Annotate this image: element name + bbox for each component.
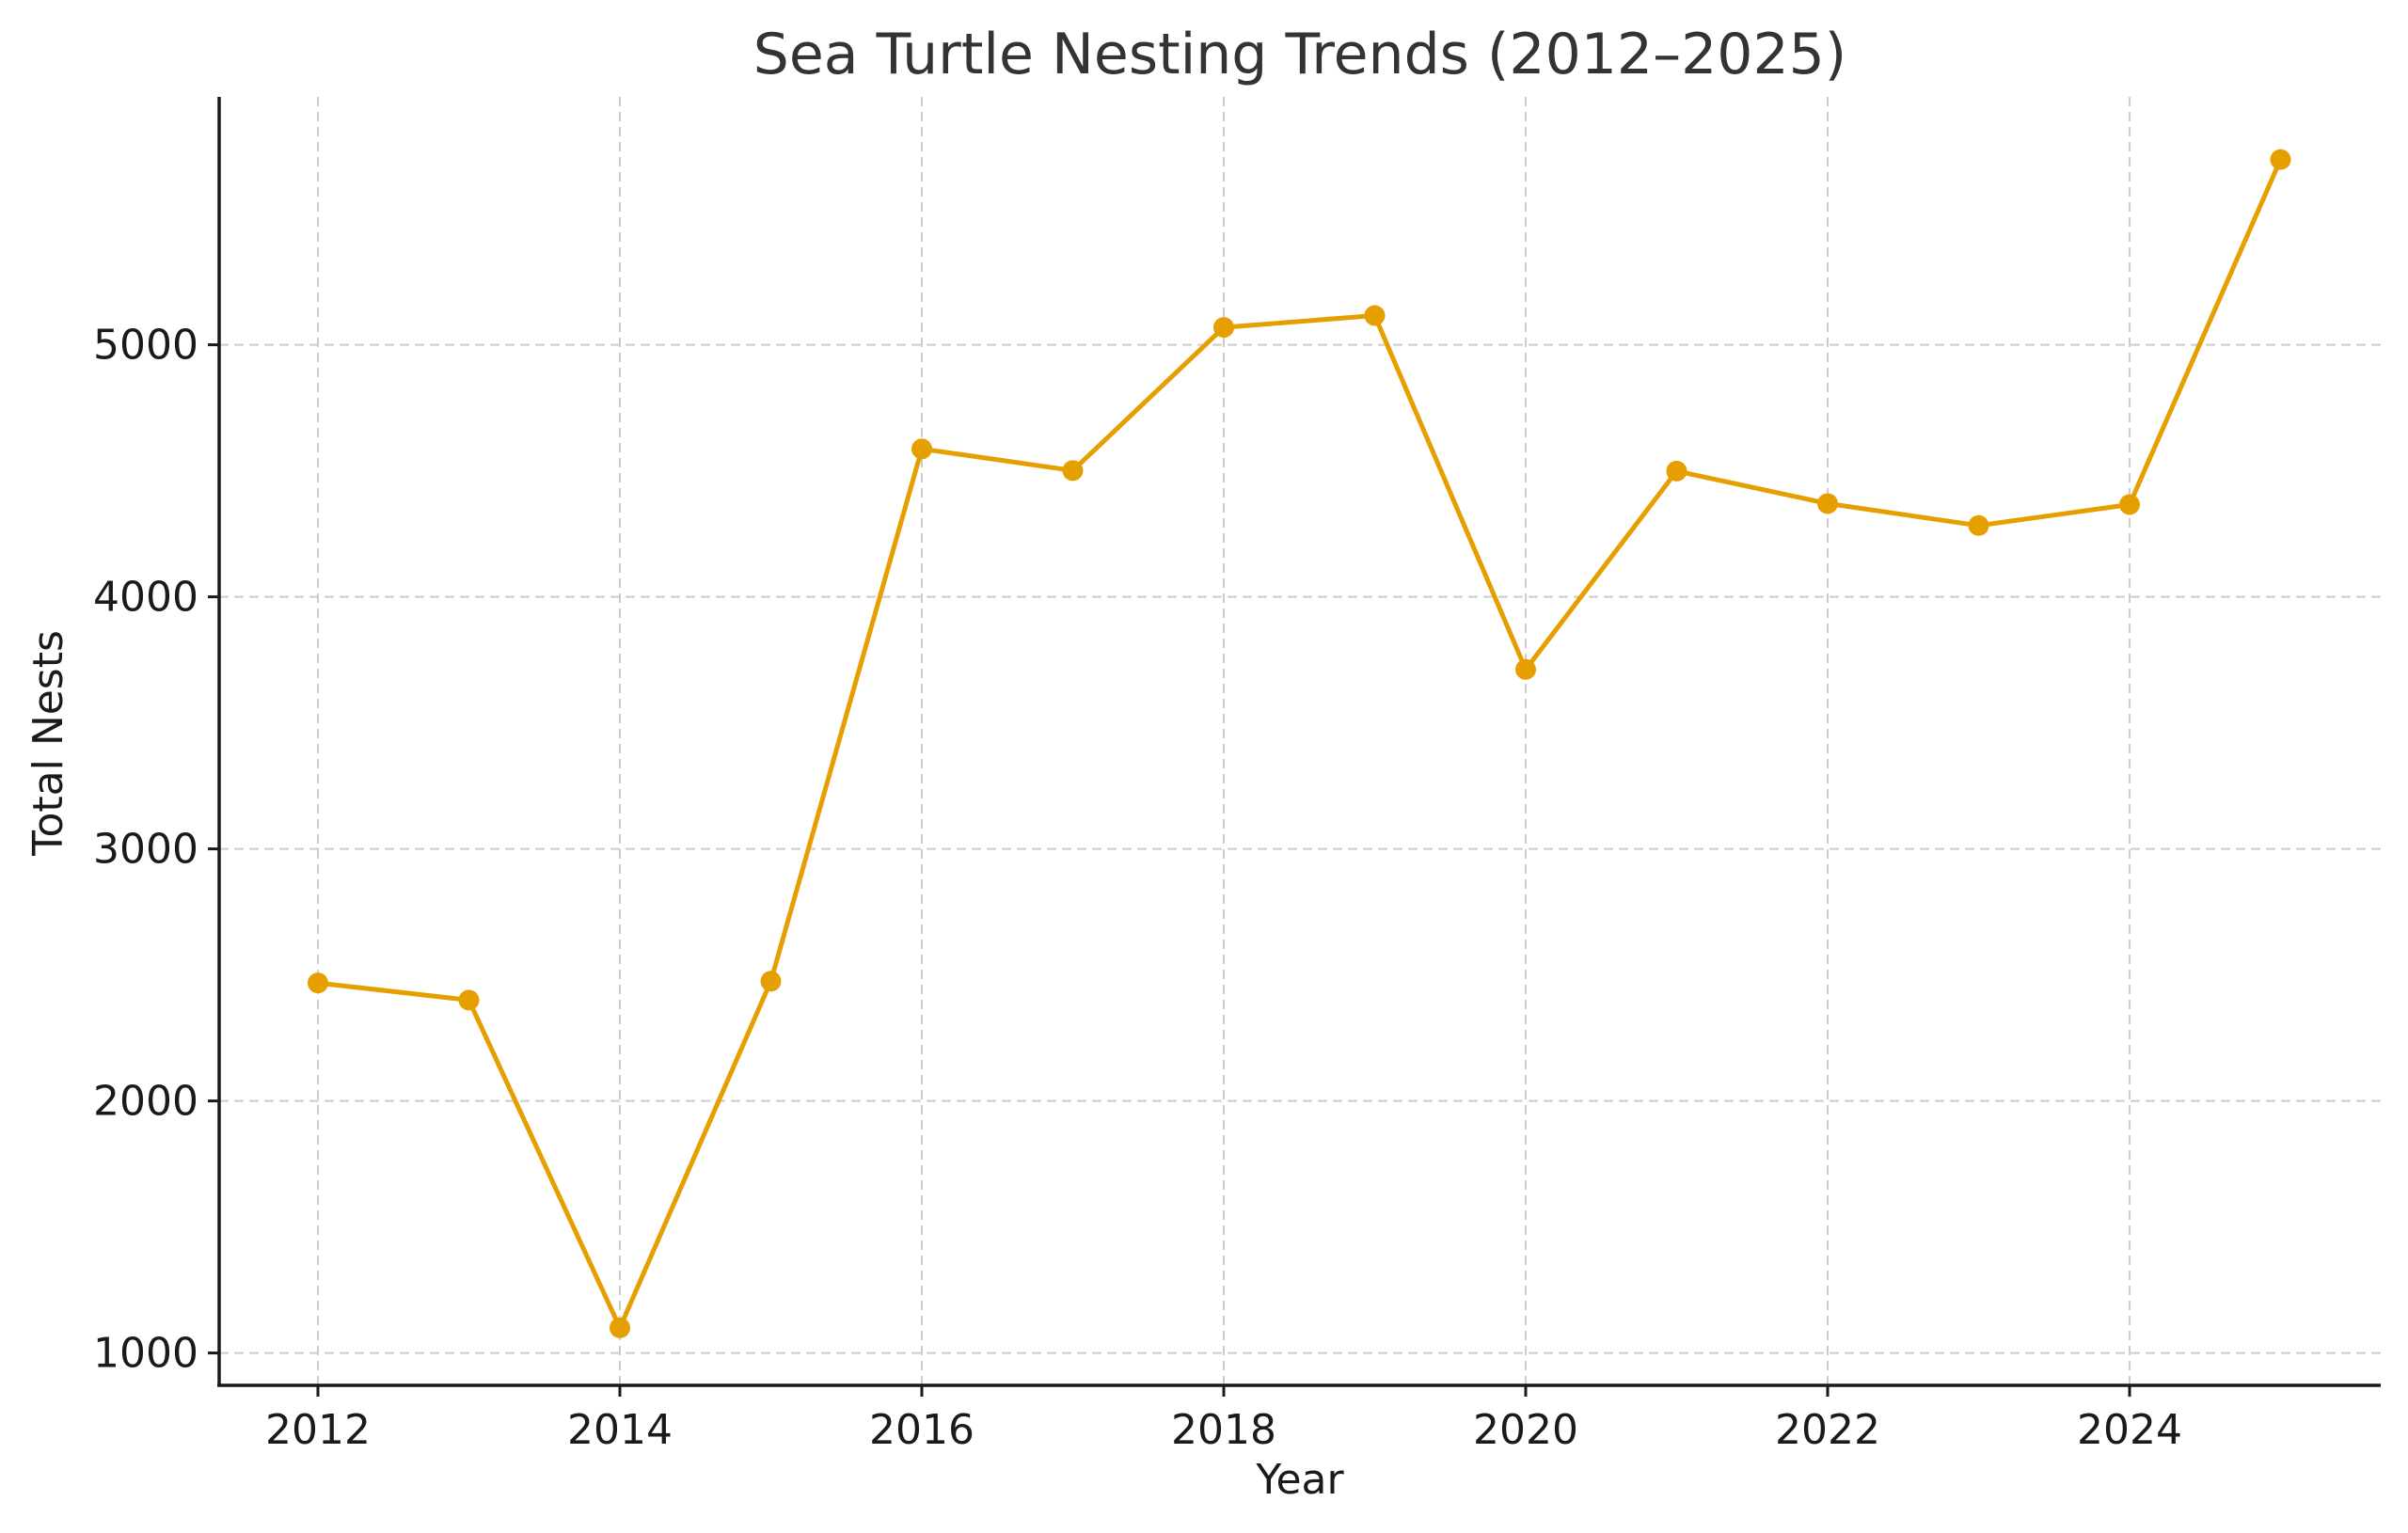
y-tick-label: 3000 [93,826,198,874]
y-axis-ticks: 1000 2000 3000 4000 5000 [93,322,219,1378]
y-tick-label: 5000 [93,322,198,370]
data-point-marker: 2023: 4283 [1968,514,1989,536]
data-point-marker: 2017: 4501 [1062,460,1084,482]
series-line [317,158,2283,1331]
data-point-marker: 2022: 4370 [1817,493,1838,514]
axes [217,97,2381,1387]
x-tick-label: 2012 [265,1406,371,1454]
x-tick-label: 2018 [1171,1406,1276,1454]
x-axis-label: Year [1255,1456,1344,1504]
y-tick-label: 4000 [93,574,198,622]
data-point-marker: 2014: 1100 [610,1317,630,1338]
data-point-marker: 2024: 4366 [2119,494,2140,515]
data-point-marker: 2018: 5069 [1213,317,1234,339]
chart-title: Sea Turtle Nesting Trends (2012–2025) [753,22,1846,87]
x-tick-label: 2020 [1473,1406,1578,1454]
x-tick-label: 2022 [1775,1406,1880,1454]
x-axis-ticks: 2012 2014 2016 2018 2020 2022 2024 [265,1385,2182,1454]
x-tick-label: 2014 [567,1406,673,1454]
x-tick-label: 2016 [869,1406,974,1454]
data-point-marker: 2015: 2475 [760,971,782,992]
data-point-marker: 2020: 3712 [1515,658,1536,680]
data-point-marker: 2025: 5735 [2270,149,2291,170]
data-point-marker: 2019: 5116 [1364,305,1386,326]
y-axis-label: Total Nests [24,630,72,857]
y-tick-label: 2000 [93,1078,198,1126]
x-tick-label: 2024 [2077,1406,2182,1454]
grid-lines [219,97,2381,1385]
data-series: 2012: 2468 2013: 2400 2014: 1100 2015: 2475… [308,149,2291,1338]
data-point-marker: 2016: 4587 [911,438,932,460]
data-point-marker: 2013: 2400 [458,989,480,1011]
data-point-marker: 2012: 2468 [308,972,328,994]
y-tick-label: 1000 [93,1330,198,1378]
data-point-marker: 2021: 4499 [1666,460,1687,482]
